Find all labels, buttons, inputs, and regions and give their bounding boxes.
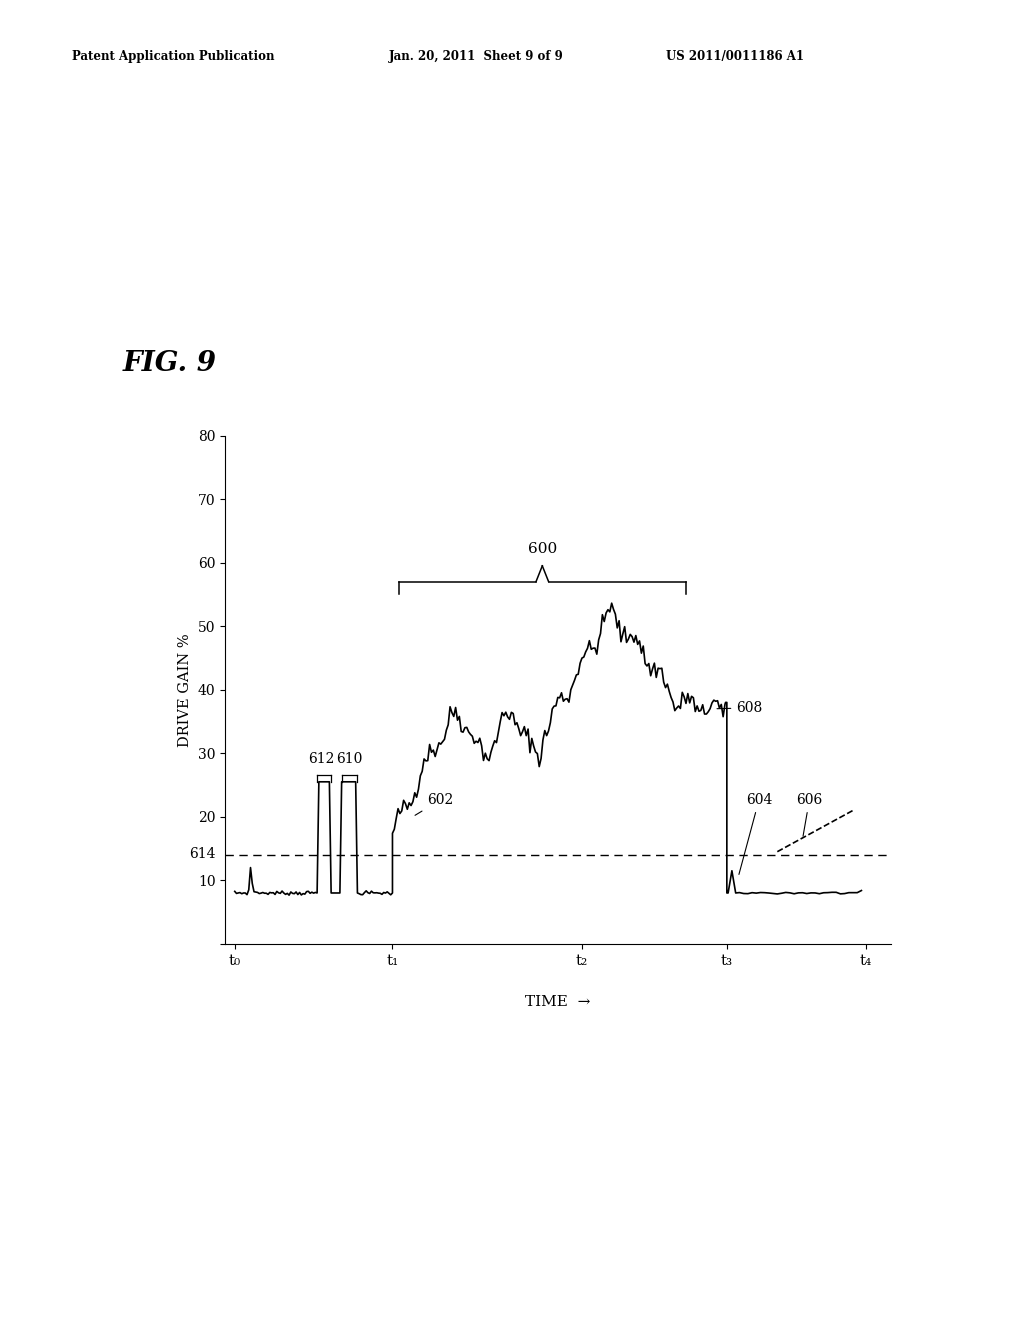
- Text: 604: 604: [739, 793, 772, 874]
- Text: 606: 606: [797, 793, 822, 837]
- Text: 610: 610: [336, 752, 362, 766]
- Text: 612: 612: [308, 752, 334, 766]
- Text: Patent Application Publication: Patent Application Publication: [72, 50, 274, 63]
- Text: 608: 608: [717, 701, 763, 715]
- Text: TIME  →: TIME →: [525, 995, 591, 1008]
- Text: 614: 614: [189, 846, 216, 861]
- Text: Jan. 20, 2011  Sheet 9 of 9: Jan. 20, 2011 Sheet 9 of 9: [389, 50, 564, 63]
- Text: 600: 600: [527, 543, 557, 556]
- Y-axis label: DRIVE GAIN %: DRIVE GAIN %: [178, 632, 193, 747]
- Text: 602: 602: [415, 793, 454, 816]
- Text: FIG. 9: FIG. 9: [123, 350, 217, 376]
- Text: US 2011/0011186 A1: US 2011/0011186 A1: [666, 50, 804, 63]
